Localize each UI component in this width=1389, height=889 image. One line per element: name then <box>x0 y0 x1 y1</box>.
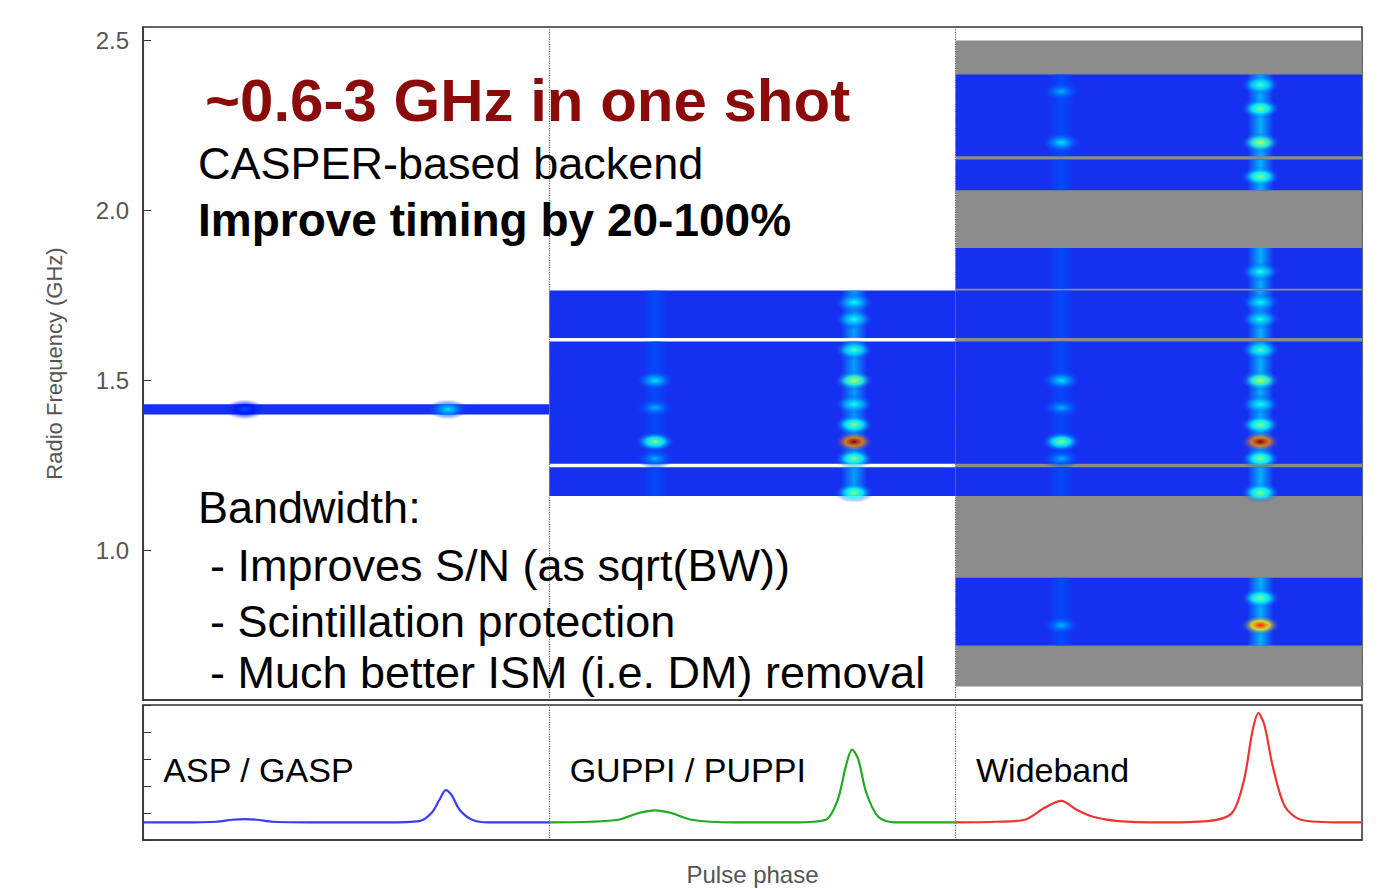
svg-text:Bandwidth:: Bandwidth: <box>198 482 421 533</box>
svg-text:Wideband: Wideband <box>976 751 1129 789</box>
svg-text:- Much better ISM (i.e. DM) re: - Much better ISM (i.e. DM) removal <box>210 647 925 698</box>
svg-text:Improve timing by 20-100%: Improve timing by 20-100% <box>198 194 791 246</box>
svg-text:Pulse phase: Pulse phase <box>686 861 818 888</box>
svg-text:2.0: 2.0 <box>96 197 129 224</box>
svg-text:2.5: 2.5 <box>96 27 129 54</box>
svg-text:- Scintillation protection: - Scintillation protection <box>210 596 675 647</box>
svg-text:Radio Frequency (GHz): Radio Frequency (GHz) <box>42 247 67 479</box>
svg-text:CASPER-based backend: CASPER-based backend <box>198 138 703 189</box>
svg-text:1.0: 1.0 <box>96 537 129 564</box>
svg-text:~0.6-3 GHz in one shot: ~0.6-3 GHz in one shot <box>205 67 850 134</box>
svg-text:GUPPI / PUPPI: GUPPI / PUPPI <box>570 751 806 789</box>
svg-text:ASP / GASP: ASP / GASP <box>163 751 353 789</box>
svg-text:- Improves S/N (as sqrt(BW)): - Improves S/N (as sqrt(BW)) <box>210 540 790 591</box>
svg-text:1.5: 1.5 <box>96 367 129 394</box>
